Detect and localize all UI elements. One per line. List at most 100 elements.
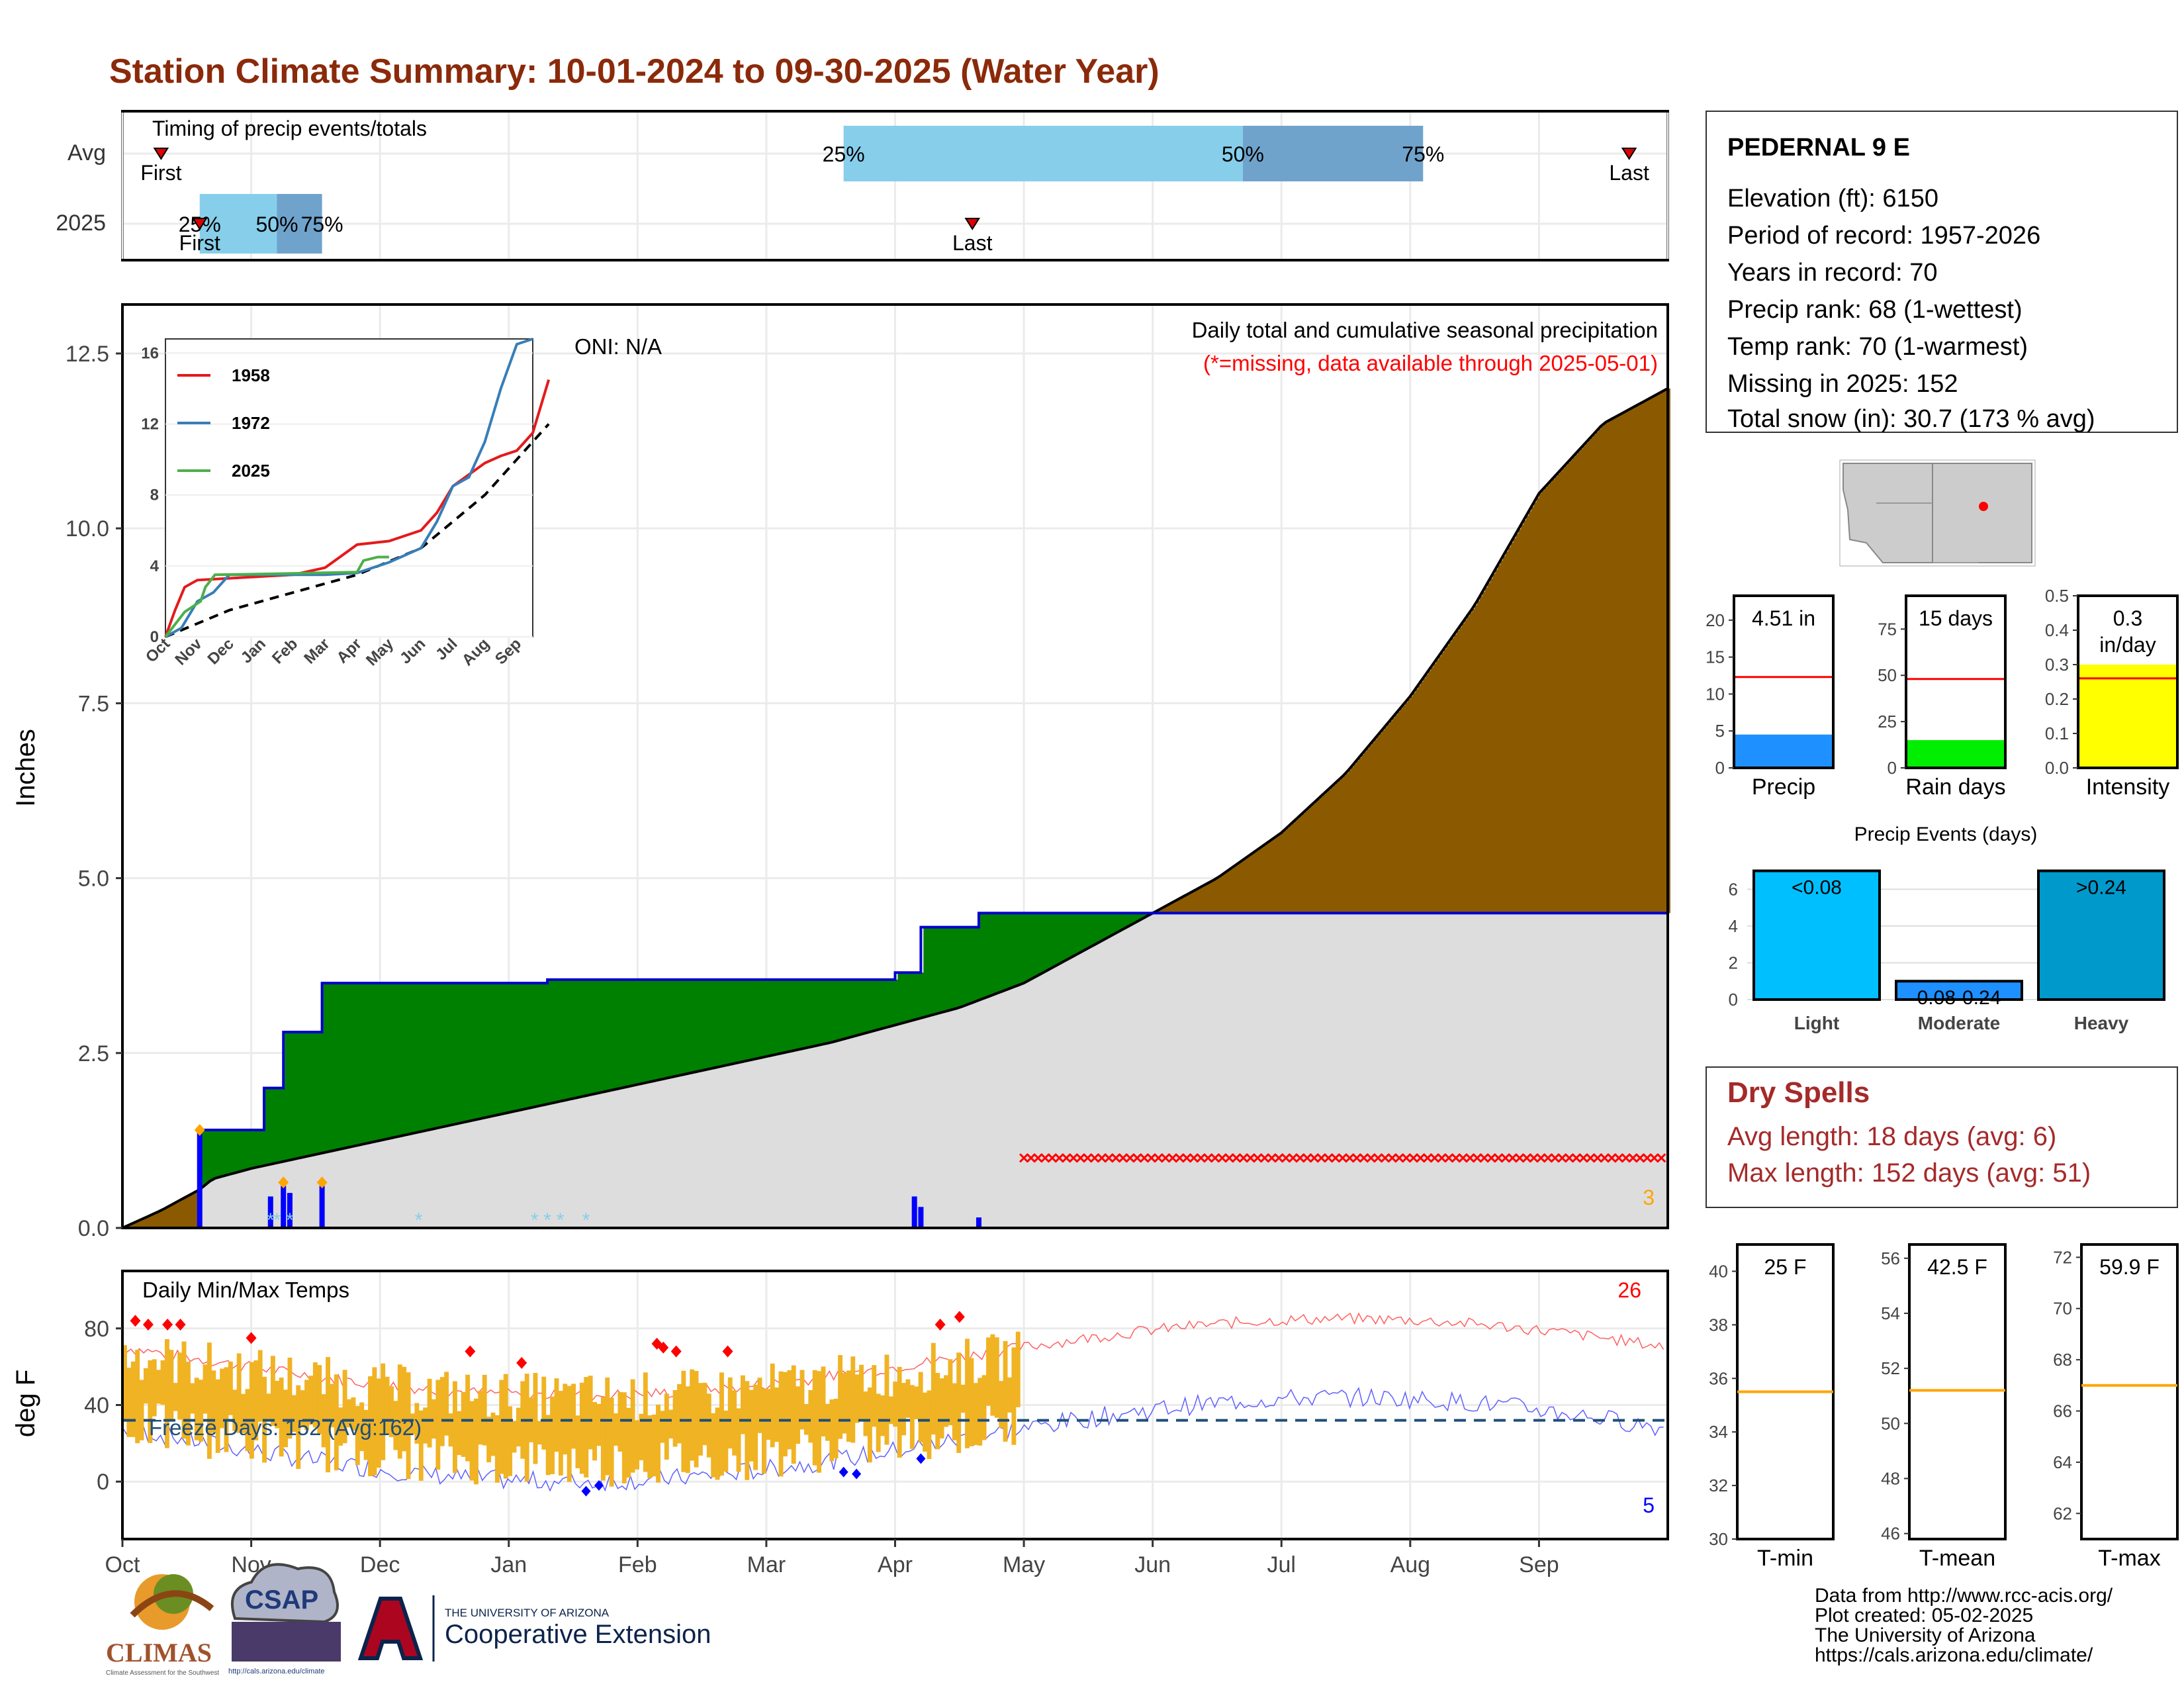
timing-row-2025: 2025 xyxy=(56,211,106,236)
month-label: Oct xyxy=(105,1552,140,1577)
mini-bar-label: Precip xyxy=(1752,774,1815,800)
daily-temp-bar xyxy=(706,1393,711,1458)
record-high-marker xyxy=(954,1311,965,1323)
daily-temp-bar xyxy=(575,1415,580,1469)
station-line: Period of record: 1957-2026 xyxy=(1727,222,2040,250)
daily-temp-bar xyxy=(914,1386,919,1419)
footer-line: Plot created: 05-02-2025 xyxy=(1815,1605,2033,1626)
daily-temp-bar xyxy=(1011,1347,1017,1445)
climas-subtitle: Climate Assessment for the Southwest xyxy=(106,1669,219,1677)
daily-temp-bar xyxy=(685,1386,690,1474)
events-title: Precip Events (days) xyxy=(1854,823,2038,845)
inset-series-1972 xyxy=(165,338,533,638)
station-line: Missing in 2025: 152 xyxy=(1727,370,1958,398)
daily-temp-bar xyxy=(389,1386,394,1438)
event-bar-label: <0.08 xyxy=(1792,877,1842,899)
daily-temp-bar xyxy=(986,1337,991,1406)
month-label: Sep xyxy=(1519,1552,1559,1577)
temp-bar-tick-label: 30 xyxy=(1709,1529,1728,1549)
daily-temp-bar xyxy=(635,1420,639,1470)
daily-precip-bar xyxy=(918,1207,924,1228)
snow-marker: * xyxy=(286,1209,294,1231)
daily-temp-bar xyxy=(778,1371,784,1477)
daily-temp-bar xyxy=(334,1374,339,1471)
daily-temp-bar xyxy=(533,1373,538,1464)
temp-bar-tick-label: 46 xyxy=(1881,1524,1900,1544)
month-label: Mar xyxy=(747,1552,786,1577)
mini-bar-fill xyxy=(2079,665,2176,767)
quartile-label: 50% xyxy=(1222,142,1264,166)
daily-temp-bar xyxy=(266,1393,271,1421)
events-y-tick: 4 xyxy=(1729,916,1738,936)
daily-temp-bar xyxy=(236,1353,242,1433)
record-high-marker xyxy=(175,1319,186,1331)
mini-bar-tick-label: 75 xyxy=(1878,619,1897,639)
daily-temp-bar xyxy=(888,1396,893,1425)
daily-temp-bar xyxy=(677,1383,682,1444)
daily-temp-bar xyxy=(516,1407,521,1447)
inset-y-tick: 16 xyxy=(141,344,159,362)
mini-bar-tick-label: 0.5 xyxy=(2045,586,2069,606)
event-bar-label: 0.08-0.24 xyxy=(1917,987,2001,1009)
daily-temp-bar xyxy=(732,1390,737,1456)
y-tick-label: 7.5 xyxy=(78,691,109,716)
record-low-marker xyxy=(594,1480,604,1491)
mini-bar-tick-label: 25 xyxy=(1878,712,1897,731)
daily-temp-bar xyxy=(199,1380,204,1442)
daily-temp-bar xyxy=(749,1389,754,1462)
record-high-marker xyxy=(162,1319,173,1331)
station-line: Total snow (in): 30.7 (173 % avg) xyxy=(1727,405,2095,433)
temp-bar-label: T-max xyxy=(2098,1546,2160,1571)
daily-temp-bar xyxy=(122,1345,127,1422)
timing-title: Timing of precip events/totals xyxy=(152,117,427,140)
csap-wordmark: CSAP xyxy=(245,1585,318,1615)
daily-temp-bar xyxy=(939,1378,944,1438)
normal-low-line xyxy=(122,1387,1664,1492)
timing-marker-label: Last xyxy=(1609,161,1649,185)
daily-temp-bar xyxy=(130,1361,136,1437)
month-label: Jul xyxy=(1267,1552,1296,1577)
snow-marker: * xyxy=(531,1209,539,1231)
lo-record-count: 5 xyxy=(1643,1493,1655,1517)
temp-bar-tick-label: 36 xyxy=(1709,1368,1728,1388)
snow-marker: * xyxy=(582,1209,590,1231)
mini-bar-value-unit: in/day xyxy=(2099,633,2156,657)
quartile-bar xyxy=(199,194,277,254)
ua-small-text: THE UNIVERSITY OF ARIZONA xyxy=(445,1607,610,1619)
quartile-bar xyxy=(843,126,1243,181)
daily-temp-bar xyxy=(414,1403,420,1444)
climas-wordmark: CLIMAS xyxy=(106,1638,212,1667)
daily-temp-bar xyxy=(736,1408,741,1472)
daily-temp-bar xyxy=(770,1363,775,1448)
daily-temp-bar xyxy=(978,1378,983,1446)
daily-temp-bar xyxy=(960,1384,966,1413)
daily-temp-bar xyxy=(203,1364,208,1414)
y-tick-label: 0 xyxy=(97,1470,109,1495)
daily-temp-bar xyxy=(558,1391,563,1476)
inset-y-tick: 4 xyxy=(150,557,159,575)
mini-bar-outline xyxy=(1905,594,2007,769)
mini-bar-tick-label: 0.2 xyxy=(2045,689,2069,709)
mini-bar-value: 0.3 xyxy=(2113,606,2142,630)
mini-bar-tick-label: 0.3 xyxy=(2045,655,2069,675)
mini-bar-rain-days: 0 25 50 75 15 days Rain days xyxy=(1878,594,2007,800)
daily-temp-bar xyxy=(486,1417,492,1463)
daily-temp-bar xyxy=(863,1391,868,1436)
daily-temp-bar xyxy=(465,1374,471,1462)
temp-bar-tick-label: 52 xyxy=(1881,1358,1900,1378)
daily-temp-bar xyxy=(812,1370,817,1466)
normal-line xyxy=(122,387,1668,1229)
record-high-marker xyxy=(130,1315,141,1327)
daily-temp-bar xyxy=(160,1360,165,1405)
quartile-bar xyxy=(277,194,322,254)
precip-missing-note: (*=missing, data available through 2025-… xyxy=(1203,351,1658,375)
daily-temp-bar xyxy=(393,1401,398,1450)
event-bar-label: >0.24 xyxy=(2076,877,2126,899)
inset-series-2025 xyxy=(164,555,389,638)
mini-bar-tick-label: 15 xyxy=(1706,647,1725,667)
daily-temp-bar xyxy=(884,1354,889,1445)
daily-temp-bar xyxy=(427,1378,432,1448)
month-label: Feb xyxy=(618,1552,657,1577)
daily-temp-bar xyxy=(850,1356,856,1443)
daily-temp-bar xyxy=(342,1370,347,1444)
